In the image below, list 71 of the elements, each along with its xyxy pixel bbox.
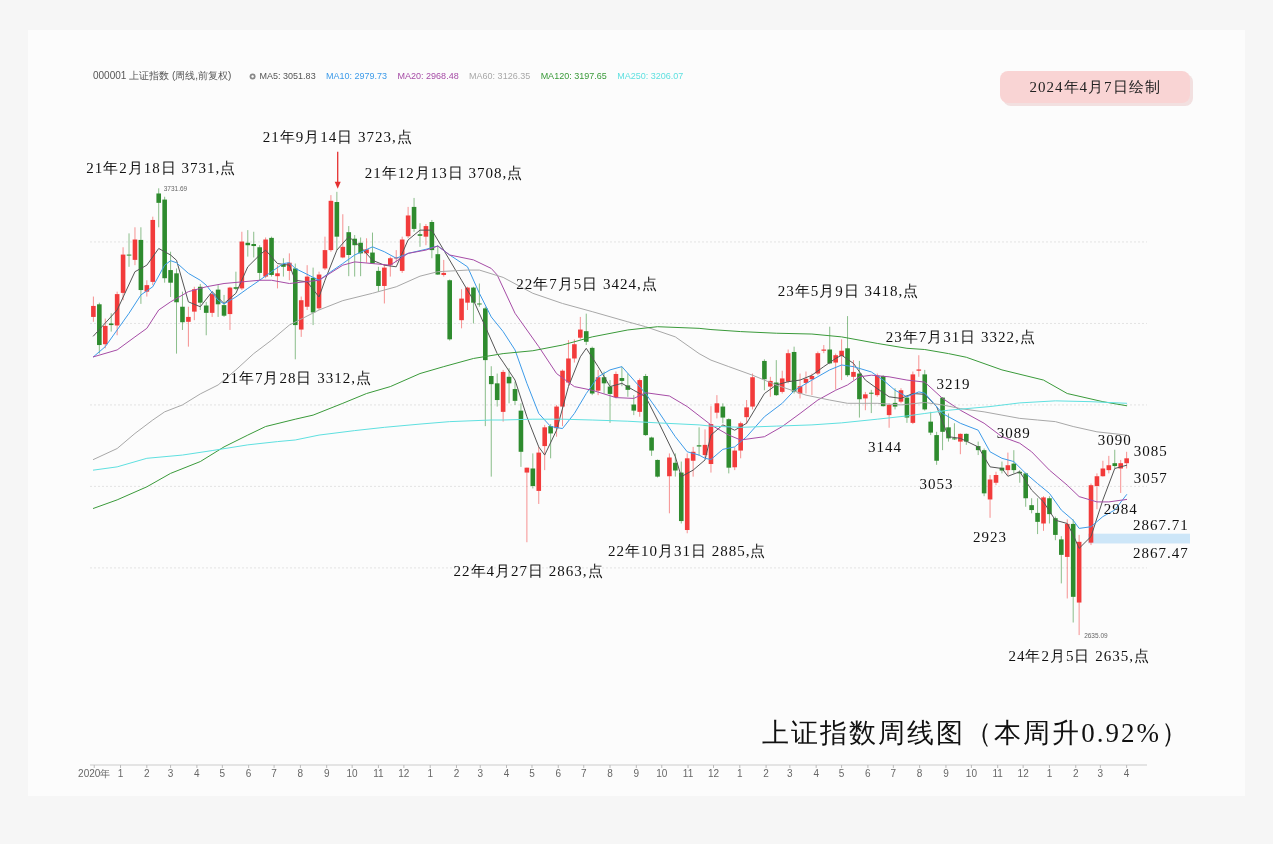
- annotation: 3090: [1097, 431, 1132, 448]
- annotation: 21年2月18日 3731,点: [86, 159, 237, 176]
- annotation: 2923: [973, 528, 1008, 545]
- annotation: 2984: [1103, 500, 1138, 517]
- x-tick-label: 5: [219, 768, 226, 779]
- annotation: 3219: [936, 376, 971, 393]
- text: MA10: 2979.73: [326, 71, 388, 81]
- annotation: 23年5月9日 3418,点: [777, 283, 920, 300]
- annotation: 22年4月27日 2863,点: [453, 563, 604, 580]
- x-tick-label: 2: [1072, 768, 1079, 779]
- annotation: 2867.47: [1133, 545, 1189, 562]
- annotation: 21年7月28日 3312,点: [221, 370, 372, 387]
- x-tick-label: 4: [1123, 768, 1130, 779]
- x-tick-label: 3: [477, 768, 484, 779]
- x-tick-label: 4: [194, 768, 201, 779]
- x-tick-label: 8: [297, 768, 304, 779]
- x-tick-label: 2020年: [78, 768, 111, 779]
- x-tick-label: 1: [737, 768, 744, 779]
- text: 上证指数周线图（本周升0.92%）: [762, 718, 1190, 748]
- annotation: 3085: [1133, 442, 1168, 459]
- x-tick-label: 9: [943, 768, 950, 779]
- text: 2024年4月7日绘制: [1029, 79, 1161, 95]
- x-tick-label: 11: [682, 768, 694, 779]
- x-tick-label: 12: [1017, 768, 1030, 779]
- x-tick-label: 11: [992, 768, 1004, 779]
- x-tick-label: 9: [323, 768, 330, 779]
- x-tick-label: 4: [813, 768, 820, 779]
- x-tick-label: 4: [503, 768, 510, 779]
- x-tick-label: 1: [427, 768, 434, 779]
- annotation: 22年7月5日 3424,点: [516, 275, 658, 292]
- x-tick-label: 12: [398, 768, 410, 779]
- x-tick-label: 6: [245, 768, 252, 779]
- x-tick-label: 5: [529, 768, 536, 779]
- text: MA250: 3206.07: [617, 71, 684, 81]
- x-tick-label: 8: [607, 768, 614, 779]
- annotation: 3144: [868, 438, 903, 455]
- x-tick-label: 12: [707, 768, 720, 779]
- x-tick-label: 5: [838, 768, 845, 779]
- x-tick-label: 3: [1097, 768, 1104, 779]
- x-tick-label: 1: [117, 768, 124, 779]
- annotation: 23年7月31日 3322,点: [885, 329, 1036, 346]
- x-tick-label: 7: [890, 768, 897, 779]
- x-tick-label: 10: [346, 768, 359, 779]
- x-tick-label: 8: [916, 768, 923, 779]
- x-tick-label: 6: [865, 768, 872, 779]
- text: MA5: 3051.83: [259, 71, 316, 81]
- x-tick-label: 7: [580, 768, 587, 779]
- annotation: 24年2月5日 2635,点: [1008, 648, 1150, 665]
- x-tick-label: 2: [144, 768, 151, 779]
- annotation: 21年12月13日 3708,点: [364, 164, 524, 181]
- x-tick-label: 10: [656, 768, 668, 779]
- annotation: 21年9月14日 3723,点: [262, 128, 413, 145]
- annotation: 3053: [919, 475, 954, 492]
- text: MA60: 3126.35: [469, 71, 531, 81]
- annotation: 3089: [996, 425, 1031, 442]
- annotation: 2867.71: [1133, 516, 1189, 533]
- x-tick-label: 2: [763, 768, 770, 779]
- x-tick-label: 7: [271, 768, 278, 779]
- x-tick-label: 6: [555, 768, 562, 779]
- x-tick-label: 10: [965, 768, 978, 779]
- x-tick-label: 3: [787, 768, 794, 779]
- x-tick-label: 2: [453, 768, 460, 779]
- annotation: 22年10月31日 2885,点: [607, 543, 767, 560]
- text: MA20: 2968.48: [397, 71, 459, 81]
- text: MA120: 3197.65: [540, 71, 607, 81]
- legend-title: 000001 上证指数 (周线,前复权): [93, 70, 232, 81]
- x-tick-label: 1: [1046, 768, 1053, 779]
- x-tick-label: 3: [167, 768, 174, 779]
- annotation: 3057: [1133, 470, 1168, 487]
- x-tick-label: 11: [373, 768, 385, 779]
- x-tick-label: 9: [633, 768, 640, 779]
